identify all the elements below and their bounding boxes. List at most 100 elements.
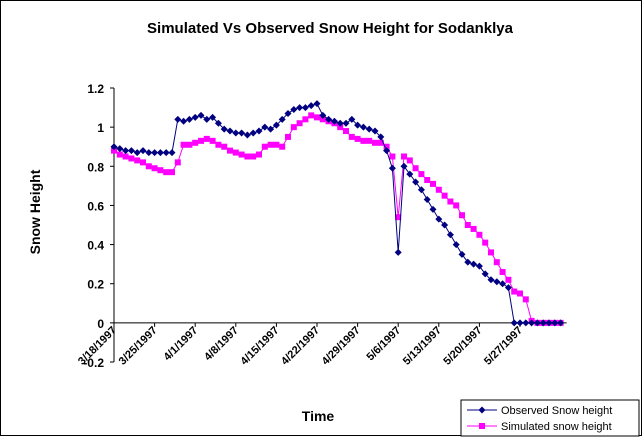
- data-point: [238, 151, 245, 158]
- data-point: [122, 153, 129, 160]
- data-point: [307, 102, 315, 110]
- data-point: [423, 196, 431, 204]
- data-point: [505, 276, 512, 283]
- data-point: [429, 205, 437, 213]
- data-point: [412, 165, 419, 172]
- data-point: [162, 149, 170, 157]
- data-point: [267, 141, 274, 148]
- data-point: [406, 170, 414, 178]
- data-point: [336, 119, 344, 127]
- data-point: [452, 241, 460, 249]
- data-point: [157, 167, 164, 174]
- data-point: [314, 114, 320, 121]
- data-point: [168, 149, 176, 157]
- data-point: [174, 115, 182, 123]
- data-point: [459, 212, 465, 219]
- data-point: [296, 120, 303, 127]
- data-point: [145, 163, 152, 170]
- data-point: [435, 215, 443, 223]
- data-point: [488, 249, 494, 256]
- data-point: [441, 192, 448, 199]
- data-point: [510, 319, 518, 327]
- data-point: [290, 124, 297, 131]
- data-point: [128, 155, 135, 162]
- data-point: [127, 147, 135, 155]
- data-point: [377, 133, 385, 141]
- data-point: [301, 104, 309, 112]
- legend: Observed Snow height Simulated snow heigh…: [460, 399, 640, 437]
- data-point: [279, 143, 286, 150]
- y-tick-label: 1.2: [87, 82, 104, 96]
- data-point: [453, 202, 460, 209]
- data-point: [511, 288, 518, 295]
- data-point: [394, 248, 402, 256]
- data-point: [325, 115, 333, 123]
- y-tick-label: 0.2: [87, 278, 104, 292]
- legend-label: Observed Snow height: [501, 405, 612, 417]
- data-point: [372, 139, 378, 146]
- data-point: [470, 260, 478, 268]
- data-point: [533, 319, 541, 327]
- data-point: [220, 125, 228, 133]
- data-point: [406, 157, 413, 164]
- series: [111, 112, 564, 326]
- data-point: [435, 186, 442, 193]
- data-point: [191, 113, 199, 121]
- data-point: [209, 137, 216, 144]
- data-point: [354, 135, 361, 142]
- data-point: [203, 115, 211, 123]
- data-point: [441, 221, 449, 229]
- data-point: [249, 129, 257, 137]
- data-point: [354, 121, 362, 129]
- data-point: [417, 186, 425, 194]
- data-point: [313, 100, 321, 108]
- data-point: [383, 147, 391, 155]
- data-point: [337, 124, 344, 131]
- y-tick-label: 0.6: [87, 199, 104, 213]
- data-point: [227, 147, 233, 154]
- data-point: [151, 149, 159, 157]
- data-point: [447, 198, 454, 205]
- data-point: [348, 133, 355, 140]
- data-point: [551, 319, 559, 327]
- data-point: [482, 239, 489, 246]
- data-point: [499, 280, 507, 288]
- data-point: [401, 153, 407, 160]
- data-point: [522, 319, 530, 327]
- data-point: [261, 123, 269, 131]
- data-point: [180, 141, 187, 148]
- chart-title: Simulated Vs Observed Snow Height for So…: [147, 20, 514, 37]
- data-point: [185, 115, 193, 123]
- data-point: [342, 119, 350, 127]
- data-point: [388, 164, 396, 172]
- data-point: [221, 143, 228, 150]
- data-point: [203, 135, 210, 142]
- data-point: [197, 111, 205, 119]
- data-point: [186, 141, 193, 148]
- data-point: [226, 127, 234, 135]
- data-point: [528, 319, 536, 327]
- data-point: [487, 276, 495, 284]
- data-point: [557, 319, 565, 327]
- data-point: [365, 125, 373, 133]
- data-point: [383, 143, 390, 150]
- data-point: [209, 113, 217, 121]
- data-point: [395, 214, 402, 221]
- data-point: [343, 128, 349, 135]
- data-point: [400, 162, 408, 170]
- y-tick-label: 1: [97, 121, 104, 135]
- data-point: [377, 139, 384, 146]
- data-point: [412, 178, 420, 186]
- data-point: [214, 119, 222, 127]
- data-point: [232, 149, 239, 156]
- data-point: [371, 127, 379, 135]
- data-point: [475, 262, 483, 270]
- data-point: [139, 147, 147, 155]
- data-point: [476, 231, 483, 238]
- data-point: [116, 145, 124, 153]
- y-tick-label: 0.4: [87, 239, 104, 253]
- data-point: [134, 157, 141, 164]
- data-point: [215, 141, 222, 148]
- data-point: [545, 319, 553, 327]
